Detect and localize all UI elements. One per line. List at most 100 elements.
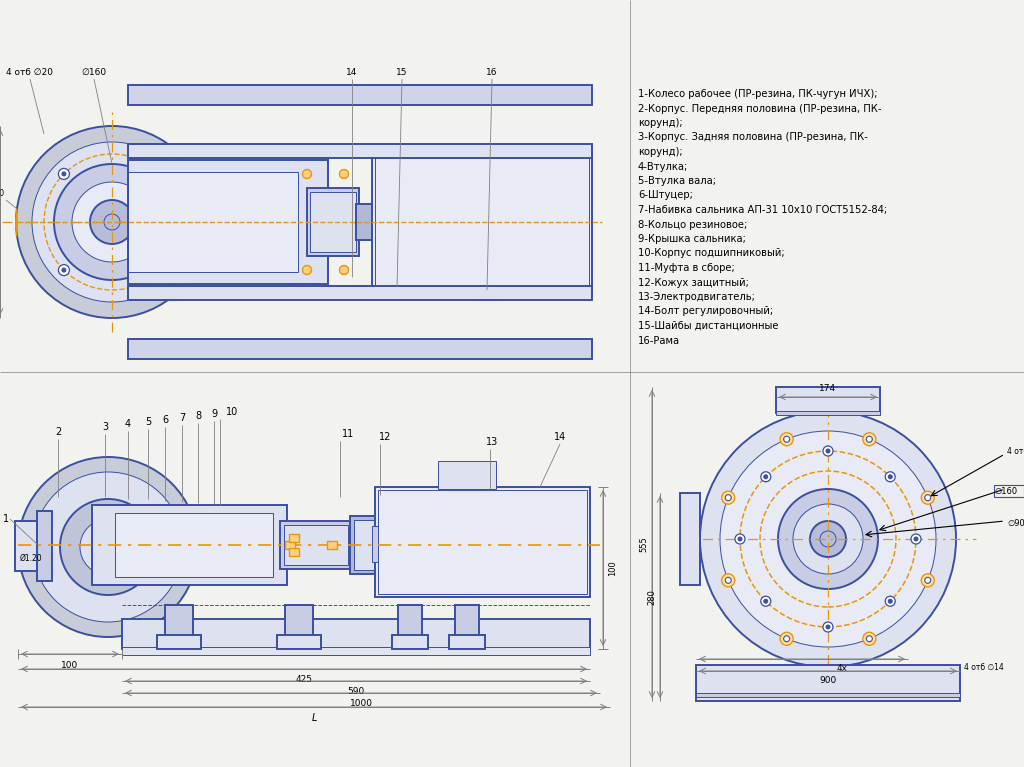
Circle shape — [922, 491, 934, 504]
Bar — [128, 85, 592, 105]
Bar — [776, 387, 880, 413]
Circle shape — [783, 636, 790, 642]
Text: L: L — [311, 713, 316, 723]
Circle shape — [914, 537, 918, 541]
Circle shape — [823, 622, 833, 632]
Bar — [354, 520, 374, 570]
Text: 15-Шайбы дистанционные: 15-Шайбы дистанционные — [638, 321, 778, 331]
Circle shape — [16, 126, 208, 318]
Bar — [128, 172, 298, 272]
Text: 5-Втулка вала;: 5-Втулка вала; — [638, 176, 716, 186]
Bar — [392, 635, 428, 649]
Circle shape — [925, 578, 931, 584]
Circle shape — [761, 596, 771, 606]
Circle shape — [888, 475, 892, 479]
Bar — [356, 204, 374, 240]
Circle shape — [738, 537, 742, 541]
Circle shape — [810, 521, 846, 557]
Text: 100: 100 — [61, 661, 79, 670]
Text: 8-Кольцо резиновое;: 8-Кольцо резиновое; — [638, 219, 748, 229]
Circle shape — [925, 495, 931, 501]
Circle shape — [863, 632, 876, 645]
Bar — [15, 521, 37, 571]
Text: корунд);: корунд); — [638, 118, 683, 128]
Bar — [680, 493, 700, 585]
Circle shape — [340, 170, 348, 179]
Bar — [122, 619, 590, 649]
Circle shape — [60, 499, 156, 595]
Text: 4 отб ∅14: 4 отб ∅14 — [964, 663, 1004, 671]
Circle shape — [863, 433, 876, 446]
Circle shape — [58, 265, 70, 275]
Text: 174: 174 — [819, 384, 837, 393]
Circle shape — [725, 578, 731, 584]
Text: 4: 4 — [125, 419, 131, 429]
Circle shape — [911, 534, 921, 544]
Text: 9: 9 — [211, 409, 217, 419]
Circle shape — [158, 268, 162, 272]
Text: 4 отб М16-6Н: 4 отб М16-6Н — [1007, 447, 1024, 456]
Circle shape — [155, 169, 166, 179]
Circle shape — [780, 632, 794, 645]
Circle shape — [764, 475, 768, 479]
Bar — [438, 461, 496, 489]
Bar — [696, 693, 961, 697]
Bar — [157, 635, 201, 649]
Circle shape — [826, 625, 830, 629]
Text: 4х: 4х — [837, 664, 848, 673]
Bar — [378, 490, 587, 594]
Circle shape — [61, 172, 66, 176]
Text: 14: 14 — [554, 432, 566, 442]
Bar — [372, 526, 378, 562]
Circle shape — [302, 170, 311, 179]
Bar — [128, 144, 592, 158]
Bar — [284, 525, 348, 565]
Text: 590: 590 — [347, 687, 365, 696]
Circle shape — [340, 265, 348, 275]
Circle shape — [793, 504, 863, 574]
Text: 13-Электродвигатель;: 13-Электродвигатель; — [638, 292, 756, 302]
Text: 2-Корпус. Передняя половина (ПР-резина, ПК-: 2-Корпус. Передняя половина (ПР-резина, … — [638, 104, 882, 114]
Bar — [289, 548, 299, 556]
Text: 10: 10 — [226, 407, 239, 417]
Text: 13: 13 — [485, 437, 498, 447]
Circle shape — [922, 574, 934, 587]
Circle shape — [158, 172, 162, 176]
Circle shape — [783, 436, 790, 443]
Text: 7-Набивка сальника АП-31 10х10 ГОСТ5152-84;: 7-Набивка сальника АП-31 10х10 ГОСТ5152-… — [638, 205, 887, 215]
Circle shape — [826, 449, 830, 453]
Bar — [696, 665, 961, 701]
Circle shape — [725, 495, 731, 501]
Bar — [165, 605, 193, 637]
Circle shape — [778, 489, 878, 589]
Text: 555: 555 — [639, 536, 648, 552]
Bar — [375, 157, 589, 287]
Text: 14-Болт регулировочный;: 14-Болт регулировочный; — [638, 307, 773, 317]
Bar — [128, 286, 592, 300]
Text: 100: 100 — [608, 560, 617, 576]
Text: Ø1.20: Ø1.20 — [20, 554, 43, 562]
Circle shape — [866, 436, 872, 443]
Text: ∅90: ∅90 — [1007, 518, 1024, 528]
Circle shape — [823, 446, 833, 456]
Circle shape — [302, 265, 311, 275]
Circle shape — [888, 599, 892, 603]
Bar — [128, 339, 592, 359]
Text: 9-Крышка сальника;: 9-Крышка сальника; — [638, 234, 745, 244]
Circle shape — [32, 142, 193, 302]
Text: ∅160: ∅160 — [994, 486, 1017, 495]
Bar — [307, 188, 359, 256]
Text: 2: 2 — [55, 427, 61, 437]
Text: ∅200: ∅200 — [0, 189, 4, 199]
Circle shape — [72, 182, 152, 262]
Circle shape — [764, 599, 768, 603]
Circle shape — [780, 433, 794, 446]
Text: 6: 6 — [162, 415, 168, 425]
Circle shape — [735, 534, 745, 544]
Bar — [455, 605, 479, 637]
Circle shape — [58, 169, 70, 179]
Text: 12-Кожух защитный;: 12-Кожух защитный; — [638, 278, 749, 288]
Circle shape — [866, 636, 872, 642]
Text: 1: 1 — [3, 514, 9, 524]
Circle shape — [722, 491, 735, 504]
